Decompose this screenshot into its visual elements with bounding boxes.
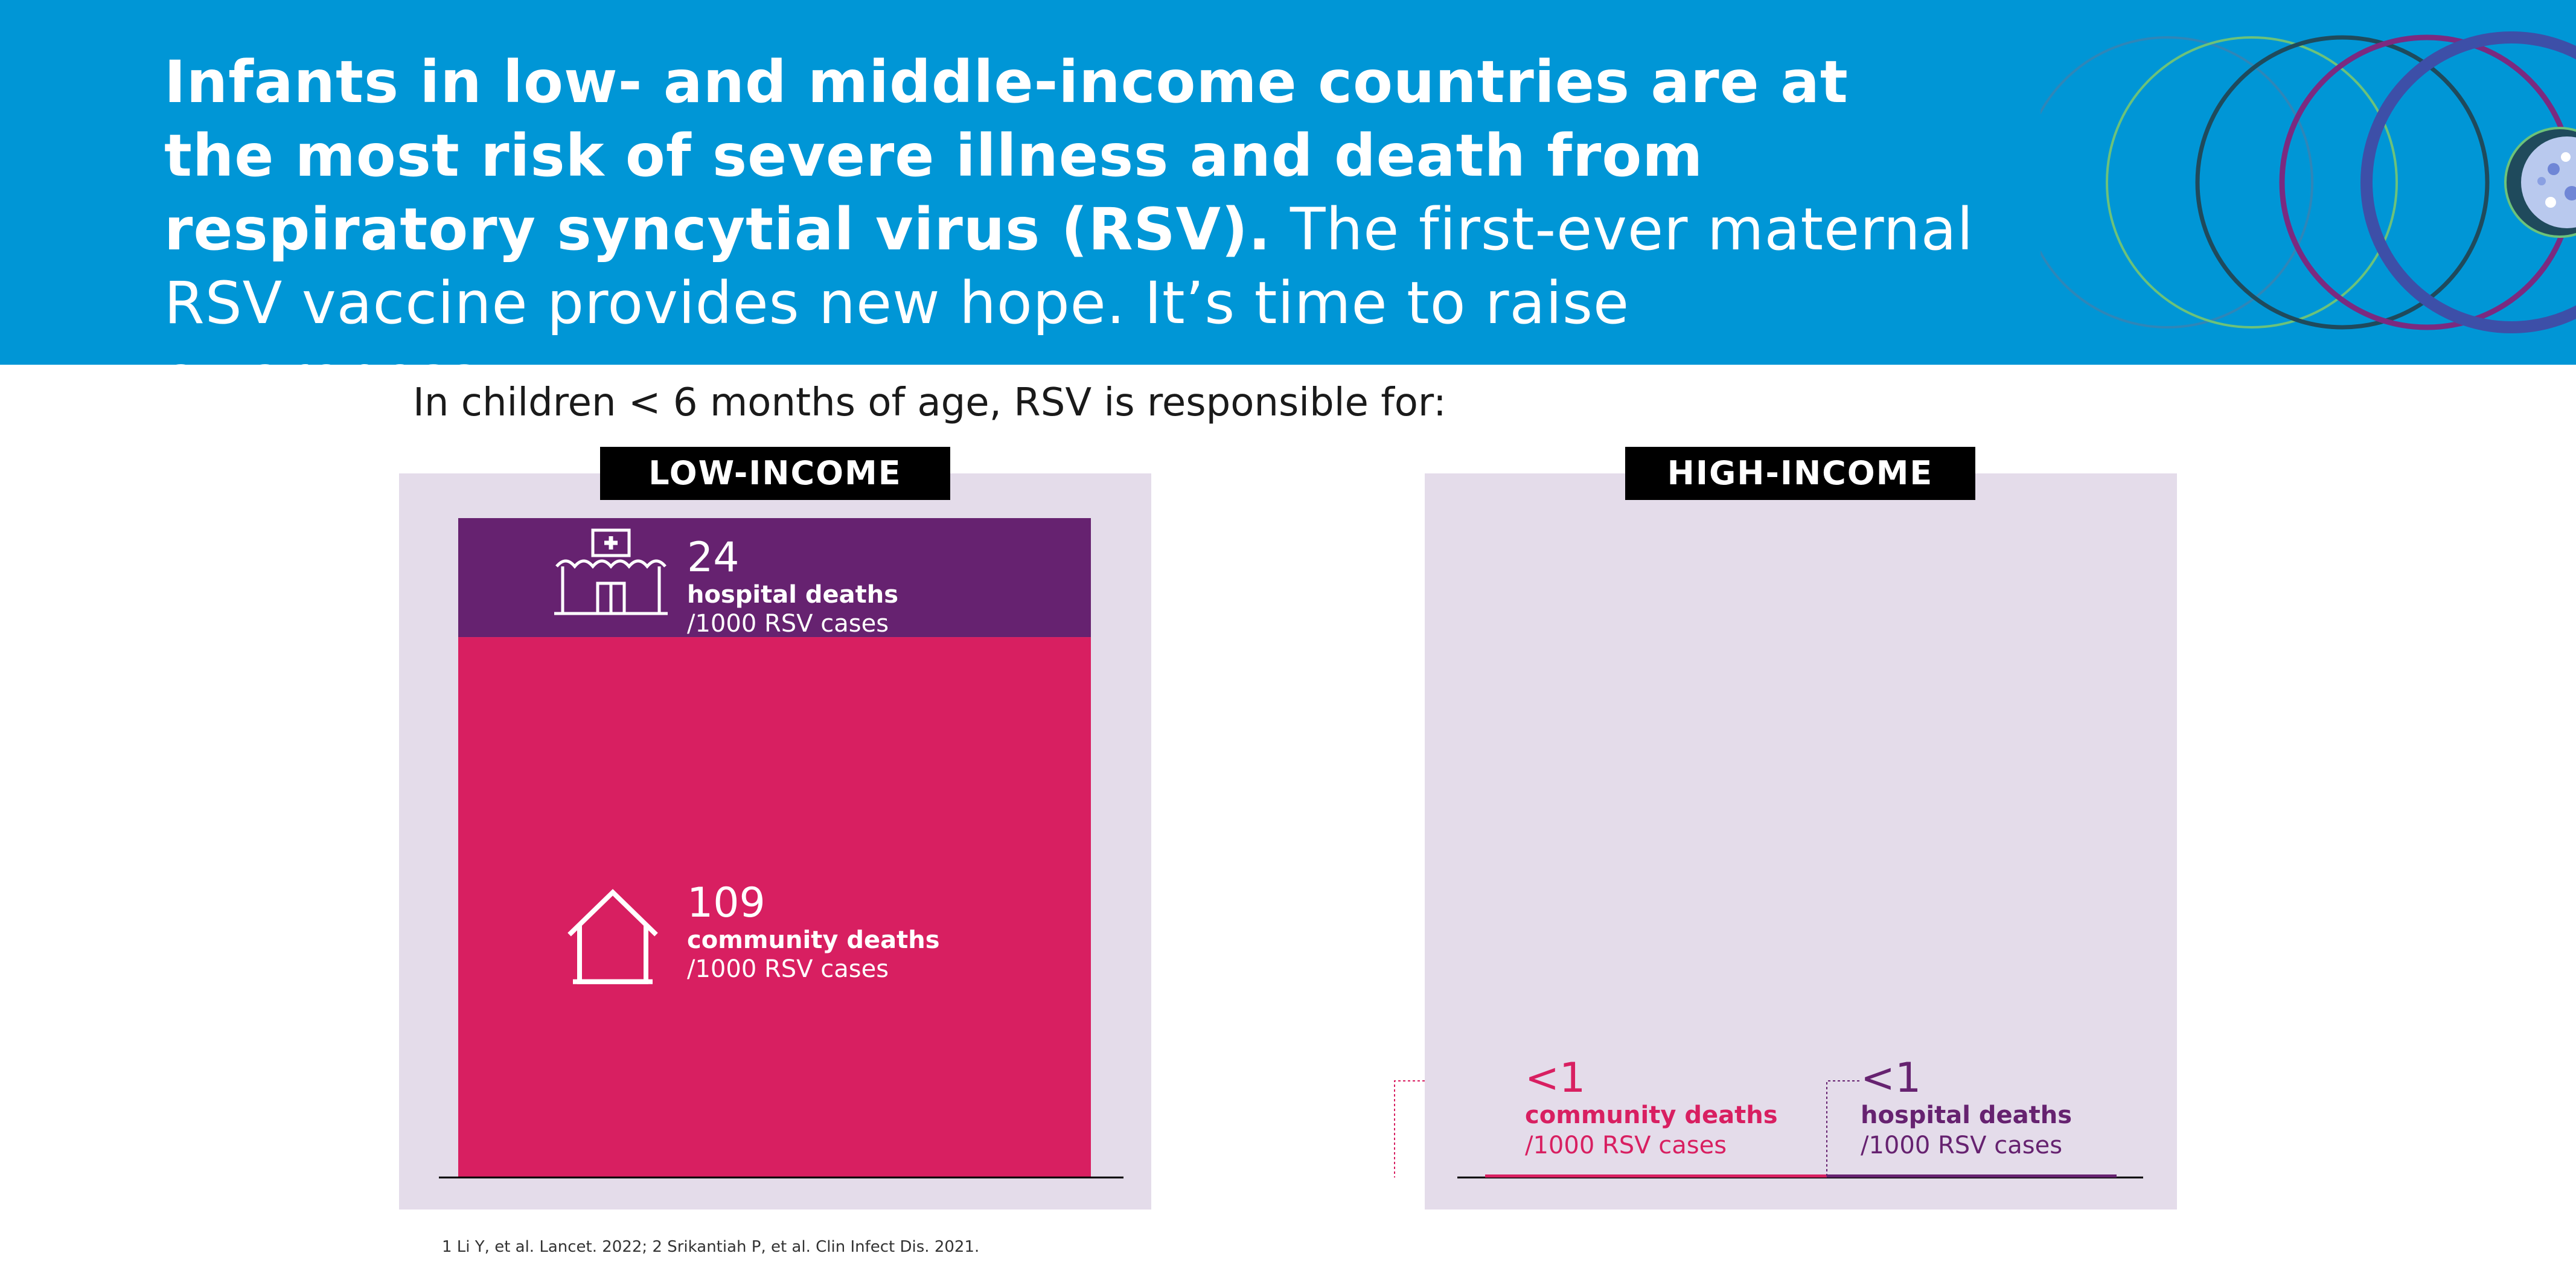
high-income-hospital-deaths-unit: /1000 RSV cases — [1861, 1132, 2062, 1159]
footnote: 1 Li Y, et al. Lancet. 2022; 2 Srikantia… — [442, 1238, 980, 1256]
low-income-hospital-deaths-label: hospital deaths — [687, 581, 898, 609]
house-icon — [567, 889, 658, 984]
low-income-bar-community-deaths — [458, 637, 1091, 1177]
hospital-icon — [554, 528, 668, 615]
high-income-community-deaths-value: <1 — [1525, 1054, 1585, 1102]
virus-particle-icon — [2504, 127, 2576, 238]
hospital-leader-line — [1826, 1080, 1859, 1177]
headline: Infants in low- and middle-income countr… — [164, 45, 1975, 365]
low-income-hospital-deaths-value: 24 — [687, 534, 740, 582]
high-income-community-deaths-label: community deaths — [1525, 1101, 1778, 1129]
high-income-hospital-deaths-label: hospital deaths — [1861, 1101, 2072, 1129]
low-income-community-deaths-value: 109 — [687, 879, 765, 927]
decorative-circles-graphic — [2041, 31, 2576, 333]
high-income-community-deaths-unit: /1000 RSV cases — [1525, 1132, 1727, 1159]
community-leader-line — [1394, 1080, 1425, 1177]
high-income-label: HIGH-INCOME — [1625, 447, 1975, 500]
high-income-bar-hospital-deaths — [1827, 1174, 2117, 1177]
low-income-community-deaths-label: community deaths — [687, 926, 940, 954]
low-income-hospital-deaths-unit: /1000 RSV cases — [687, 610, 889, 638]
headline-regular: The first-ever maternal RSV vaccine prov… — [164, 196, 1974, 365]
headline-bold: Infants in low- and middle-income countr… — [164, 48, 1849, 263]
high-income-bar-community-deaths — [1485, 1174, 1827, 1177]
low-income-label: LOW-INCOME — [600, 447, 950, 500]
header-banner: Infants in low- and middle-income countr… — [0, 0, 2576, 365]
high-income-hospital-deaths-value: <1 — [1861, 1054, 1921, 1102]
low-income-community-deaths-unit: /1000 RSV cases — [687, 955, 889, 983]
high-income-panel — [1425, 473, 2177, 1210]
chart-intro: In children < 6 months of age, RSV is re… — [413, 380, 1446, 425]
